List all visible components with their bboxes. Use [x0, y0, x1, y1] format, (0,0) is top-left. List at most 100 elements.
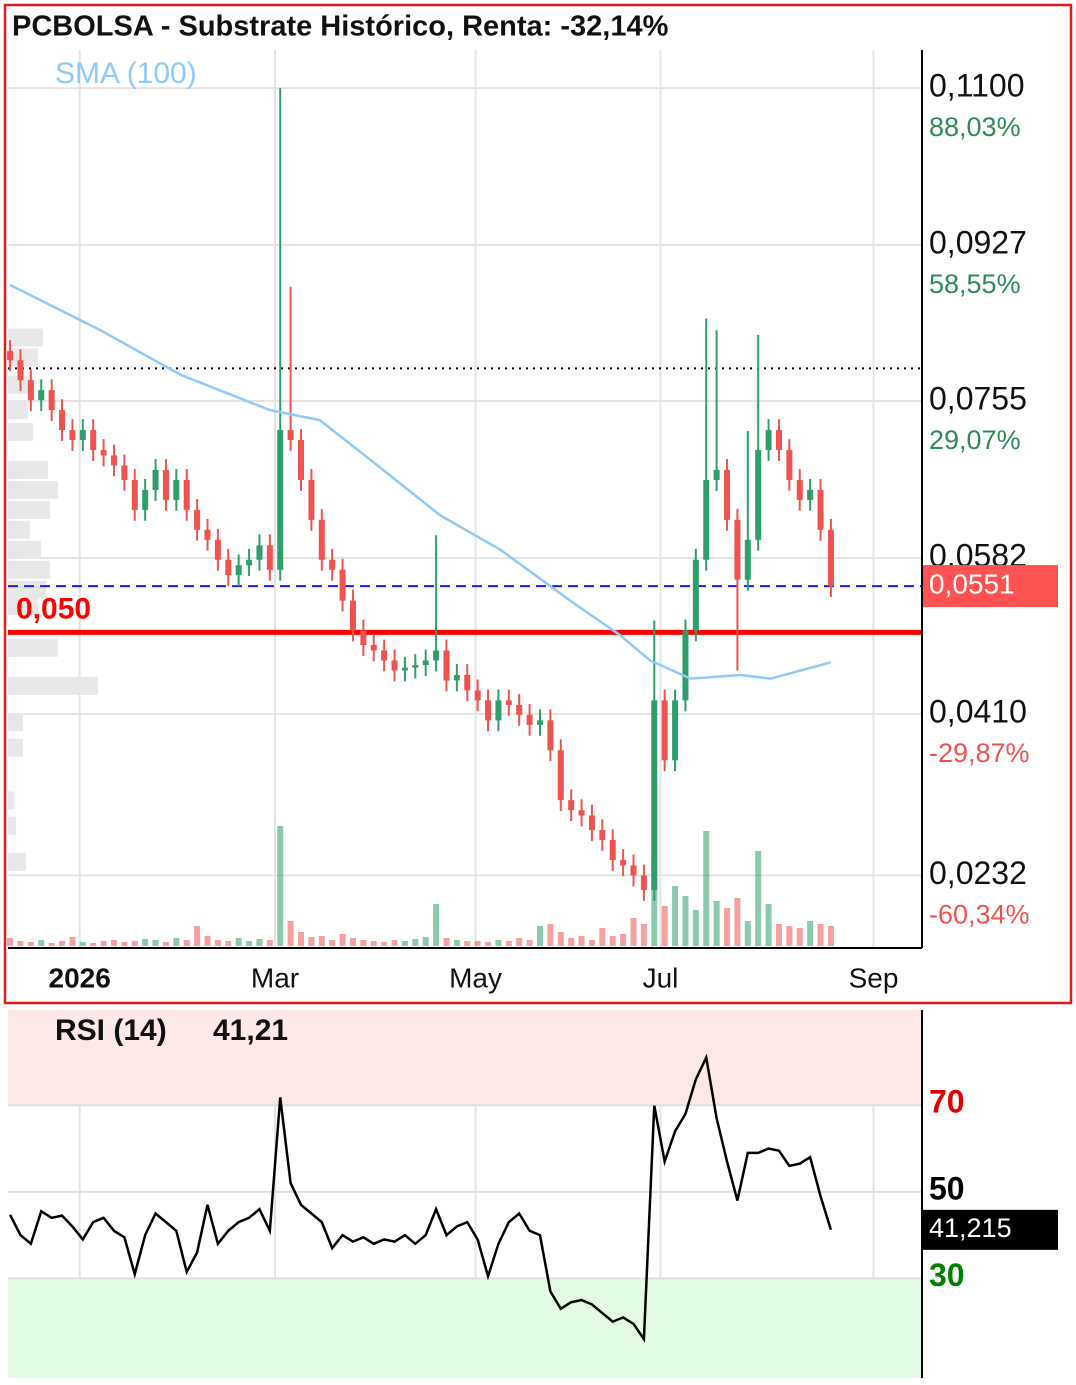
volume-bar: [401, 941, 408, 946]
candle-body: [703, 479, 710, 560]
candle-body: [724, 469, 731, 520]
candle-body: [505, 700, 512, 705]
candle-body: [69, 430, 76, 441]
candle-body: [38, 390, 45, 401]
candle-body: [453, 674, 460, 681]
candle-body: [692, 559, 699, 631]
candle-body: [121, 465, 128, 480]
candle-body: [204, 529, 211, 540]
x-tick-label: Mar: [251, 962, 299, 993]
volume-profile-bar: [8, 520, 30, 539]
candle-body: [266, 545, 273, 570]
volume-bar: [744, 921, 751, 946]
volume-bar: [308, 937, 315, 946]
candle-body: [277, 430, 284, 570]
candle-body: [547, 720, 554, 751]
candle-body: [100, 450, 107, 456]
candle-body: [339, 569, 346, 601]
volume-bar: [620, 934, 627, 946]
candle-body: [17, 360, 24, 381]
last-price-label: 0,0551: [929, 568, 1015, 599]
candle-body: [713, 469, 720, 480]
volume-bar: [204, 936, 211, 946]
volume-bar: [48, 943, 55, 946]
rsi-line: [8, 1053, 833, 1343]
rsi-zone: [8, 1010, 921, 1106]
candle-body: [807, 489, 814, 500]
volume-profile-bar: [8, 560, 50, 579]
candle-body: [391, 660, 398, 671]
rsi-zone: [8, 1278, 921, 1378]
volume-bar: [713, 901, 720, 946]
volume-profile-bar: [8, 348, 38, 367]
candle-body: [422, 660, 429, 665]
volume-bar: [692, 910, 699, 946]
y-tick-label: 30: [929, 1257, 965, 1293]
volume-bar: [422, 937, 429, 946]
sma-line: [9, 283, 832, 680]
volume-bar: [298, 932, 305, 946]
panel-frame: [3, 3, 1073, 1005]
volume-bar: [536, 926, 543, 946]
y-tick-change-label: 29,07%: [929, 425, 1021, 455]
last-price-box: [923, 565, 1058, 608]
volume-bar: [599, 928, 606, 946]
volume-profile-bar: [8, 791, 14, 810]
volume-bar: [786, 926, 793, 946]
y-tick-change-label: 58,55%: [929, 269, 1021, 299]
volume-bar: [235, 938, 242, 946]
volume-bar: [464, 941, 471, 946]
volume-bar: [651, 858, 658, 946]
volume-bar: [827, 926, 834, 946]
volume-bar: [526, 940, 533, 946]
volume-bar: [682, 896, 689, 946]
candle-body: [775, 430, 782, 451]
volume-bar: [246, 941, 253, 946]
volume-bar: [194, 926, 201, 946]
y-tick-label: 0,1100: [929, 68, 1025, 104]
rsi-title: RSI (14): [55, 1014, 167, 1047]
volume-bar: [162, 942, 169, 946]
candle-body: [640, 875, 647, 890]
candle-body: [401, 667, 408, 671]
volume-bar: [256, 939, 263, 946]
candle-body: [152, 469, 159, 490]
volume-bar: [796, 928, 803, 946]
volume-bar: [339, 934, 346, 946]
volume-bar: [370, 941, 377, 946]
y-tick-change-label: -29,87%: [929, 738, 1030, 768]
candle-body: [370, 645, 377, 651]
volume-profile-bar: [8, 422, 33, 441]
volume-bar: [703, 831, 710, 946]
volume-bar: [90, 943, 97, 946]
volume-bar: [412, 939, 419, 946]
volume-bar: [568, 938, 575, 946]
volume-bar: [807, 921, 814, 946]
legend-sma: SMA (100): [55, 57, 197, 90]
volume-bar: [152, 940, 159, 946]
candle-body: [360, 630, 367, 646]
candle-body: [661, 700, 668, 761]
y-tick-label: 0,0232: [929, 855, 1027, 891]
candle-body: [110, 455, 117, 466]
candle-body: [173, 479, 180, 500]
volume-bar: [817, 924, 824, 946]
volume-bar: [7, 938, 14, 946]
candle-body: [682, 630, 689, 701]
candle-body: [235, 565, 242, 576]
volume-bar: [225, 941, 232, 946]
candle-body: [578, 810, 585, 816]
candle-body: [817, 489, 824, 530]
volume-bar: [287, 921, 294, 946]
volume-bar: [485, 942, 492, 946]
rsi-last-label: 41,215: [929, 1213, 1012, 1243]
volume-profile-bar: [8, 328, 43, 347]
candle-body: [599, 830, 606, 841]
x-tick-label: Jul: [643, 962, 679, 993]
volume-profile-bar: [8, 540, 41, 559]
volume-profile-bar: [8, 676, 98, 695]
candle-body: [765, 430, 772, 451]
volume-bar: [142, 939, 149, 946]
rsi-last-box: [923, 1209, 1058, 1250]
